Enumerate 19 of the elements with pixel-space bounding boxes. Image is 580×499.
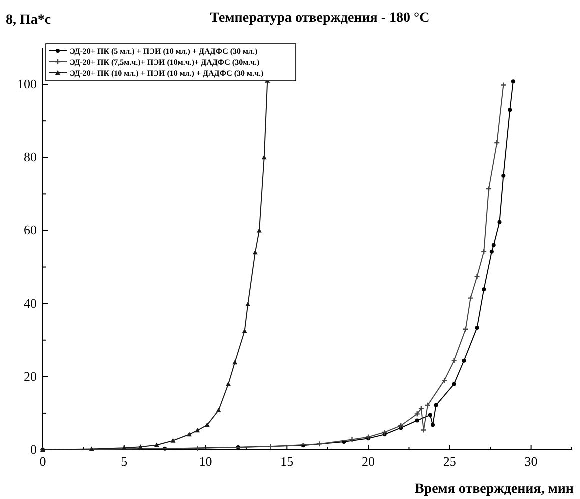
chart-title: Температура отверждения - 180 °C: [210, 11, 430, 26]
y-tick-label: 40: [24, 296, 37, 311]
y-tick-label: 100: [18, 76, 37, 92]
legend-label: ЭД-20+ ПК (5 мл.) + ПЭИ (10 мл.) + ДАДФС (30 мл.): [70, 47, 258, 56]
y-axis-title: 8, Па*с: [6, 13, 52, 28]
y-tick-label: 20: [24, 368, 37, 384]
x-tick-label: 20: [362, 454, 376, 469]
x-tick-label: 10: [199, 454, 212, 469]
x-axis-title: Время отверждения, мин: [414, 482, 574, 497]
legend-label: ЭД-20+ ПК (7,5м.ч.)+ ПЭИ (10м.ч.)+ ДАДФС (30м.ч.): [70, 58, 260, 67]
x-tick-label: 5: [121, 454, 128, 469]
y-tick-label: 60: [24, 222, 37, 238]
y-tick-label: 80: [24, 150, 37, 165]
legend-label: ЭД-20+ ПК (10 мл.) + ПЭИ (10 мл.) + ДАДФС (30 м.ч.): [70, 69, 264, 78]
x-tick-label: 15: [280, 454, 294, 469]
x-tick-label: 0: [40, 454, 46, 469]
x-tick-label: 25: [443, 454, 456, 469]
y-tick-label: 0: [30, 442, 37, 457]
x-tick-label: 30: [524, 454, 538, 469]
